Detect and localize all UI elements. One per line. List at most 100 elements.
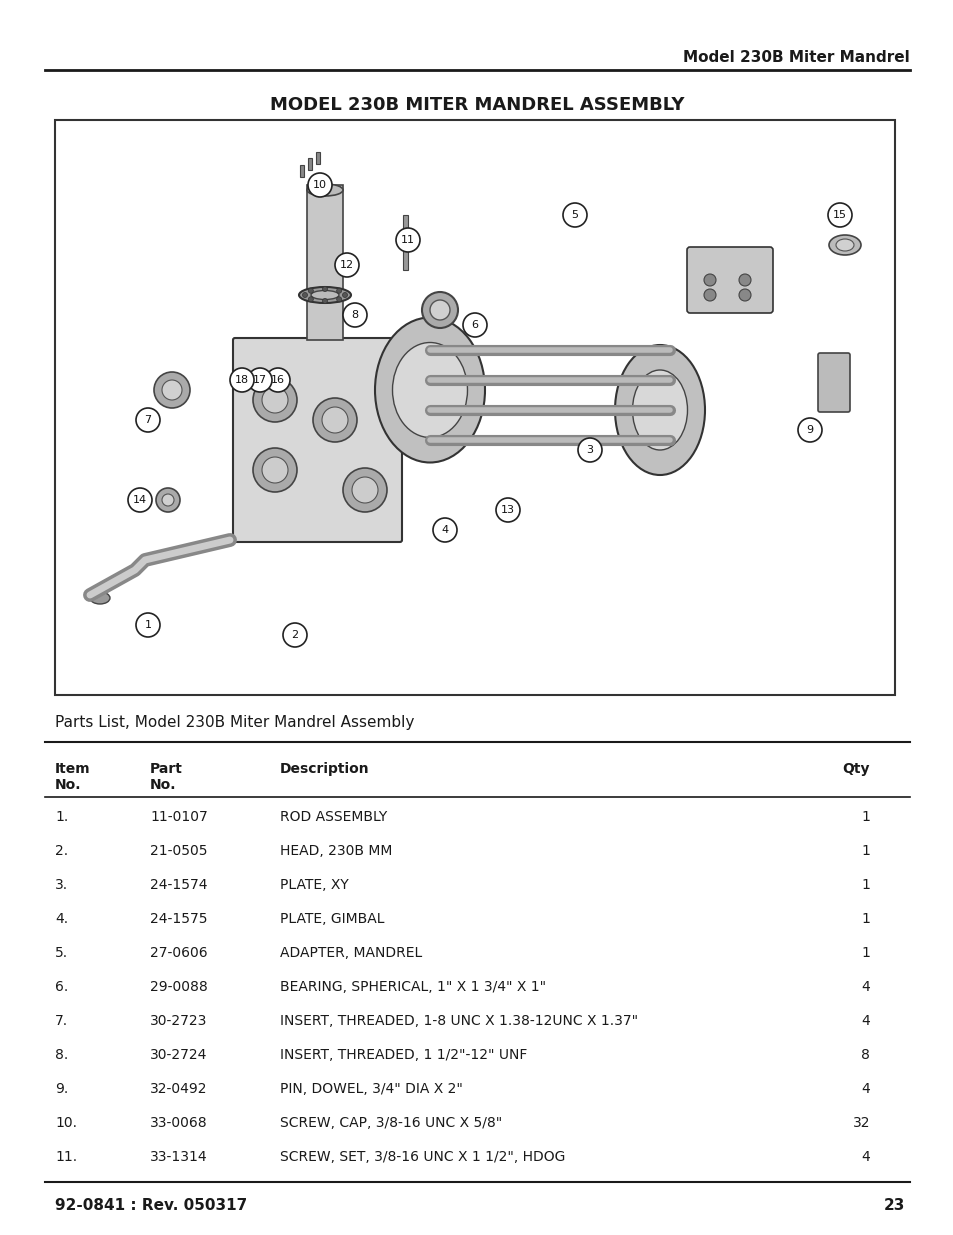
Text: 29-0088: 29-0088 — [150, 981, 208, 994]
Text: SCREW, SET, 3/8-16 UNC X 1 1/2", HDOG: SCREW, SET, 3/8-16 UNC X 1 1/2", HDOG — [280, 1150, 565, 1165]
Text: 6: 6 — [471, 320, 478, 330]
Circle shape — [827, 203, 851, 227]
Circle shape — [395, 228, 419, 252]
Circle shape — [302, 293, 307, 298]
Text: Parts List, Model 230B Miter Mandrel Assembly: Parts List, Model 230B Miter Mandrel Ass… — [55, 715, 414, 730]
Text: 33-1314: 33-1314 — [150, 1150, 208, 1165]
Text: 1: 1 — [861, 911, 869, 926]
Text: 5: 5 — [571, 210, 578, 220]
Text: 1.: 1. — [55, 810, 69, 824]
Circle shape — [308, 288, 313, 293]
Text: 92-0841 : Rev. 050317: 92-0841 : Rev. 050317 — [55, 1198, 247, 1213]
Text: 11-0107: 11-0107 — [150, 810, 208, 824]
Ellipse shape — [375, 317, 484, 462]
Bar — [307, 185, 343, 340]
Text: 8: 8 — [861, 1049, 869, 1062]
Circle shape — [335, 253, 358, 277]
Ellipse shape — [90, 592, 110, 604]
Text: PLATE, XY: PLATE, XY — [280, 878, 349, 892]
Text: Description: Description — [280, 762, 369, 776]
Bar — [55, 120, 894, 695]
Text: 7: 7 — [144, 415, 152, 425]
Circle shape — [283, 622, 307, 647]
Circle shape — [162, 380, 182, 400]
Circle shape — [322, 299, 327, 304]
Circle shape — [308, 296, 313, 301]
Text: 21-0505: 21-0505 — [150, 844, 208, 858]
Circle shape — [136, 408, 160, 432]
Text: PLATE, GIMBAL: PLATE, GIMBAL — [280, 911, 384, 926]
Text: Qty: Qty — [841, 762, 869, 776]
Circle shape — [562, 203, 586, 227]
FancyBboxPatch shape — [686, 247, 772, 312]
Text: 24-1575: 24-1575 — [150, 911, 208, 926]
Circle shape — [262, 457, 288, 483]
Circle shape — [322, 287, 327, 291]
Circle shape — [703, 274, 716, 287]
Text: 30-2723: 30-2723 — [150, 1014, 207, 1028]
Text: 18: 18 — [234, 375, 249, 385]
Circle shape — [128, 488, 152, 513]
Text: 1: 1 — [861, 878, 869, 892]
Text: 6.: 6. — [55, 981, 69, 994]
Text: 14: 14 — [132, 495, 147, 505]
Text: 33-0068: 33-0068 — [150, 1116, 208, 1130]
Circle shape — [253, 448, 296, 492]
Text: 7.: 7. — [55, 1014, 68, 1028]
Text: INSERT, THREADED, 1-8 UNC X 1.38-12UNC X 1.37": INSERT, THREADED, 1-8 UNC X 1.38-12UNC X… — [280, 1014, 638, 1028]
Text: Model 230B Miter Mandrel: Model 230B Miter Mandrel — [682, 51, 909, 65]
Text: 4: 4 — [861, 981, 869, 994]
Text: 30-2724: 30-2724 — [150, 1049, 207, 1062]
Circle shape — [156, 488, 180, 513]
Ellipse shape — [632, 370, 687, 450]
Text: 1: 1 — [144, 620, 152, 630]
Bar — [402, 215, 408, 270]
Text: 4: 4 — [861, 1082, 869, 1095]
Text: 3.: 3. — [55, 878, 68, 892]
Text: No.: No. — [55, 778, 81, 792]
Text: BEARING, SPHERICAL, 1" X 1 3/4" X 1": BEARING, SPHERICAL, 1" X 1 3/4" X 1" — [280, 981, 545, 994]
Ellipse shape — [615, 345, 704, 475]
Ellipse shape — [828, 235, 861, 254]
Text: 8.: 8. — [55, 1049, 69, 1062]
Text: 10: 10 — [313, 180, 327, 190]
FancyBboxPatch shape — [817, 353, 849, 412]
Text: 32-0492: 32-0492 — [150, 1082, 208, 1095]
Text: 8: 8 — [351, 310, 358, 320]
Text: 11: 11 — [400, 235, 415, 245]
Text: 24-1574: 24-1574 — [150, 878, 208, 892]
Circle shape — [336, 288, 341, 293]
Text: SCREW, CAP, 3/8-16 UNC X 5/8": SCREW, CAP, 3/8-16 UNC X 5/8" — [280, 1116, 501, 1130]
Circle shape — [136, 613, 160, 637]
Bar — [308, 158, 312, 170]
Text: Part: Part — [150, 762, 183, 776]
Circle shape — [739, 289, 750, 301]
Circle shape — [343, 468, 387, 513]
Text: 13: 13 — [500, 505, 515, 515]
Circle shape — [253, 378, 296, 422]
Circle shape — [322, 408, 348, 433]
Circle shape — [578, 438, 601, 462]
Circle shape — [430, 300, 450, 320]
Circle shape — [496, 498, 519, 522]
Text: 2: 2 — [291, 630, 298, 640]
Text: 2.: 2. — [55, 844, 68, 858]
Circle shape — [797, 417, 821, 442]
FancyBboxPatch shape — [233, 338, 401, 542]
Text: 9: 9 — [805, 425, 813, 435]
Text: ROD ASSEMBLY: ROD ASSEMBLY — [280, 810, 387, 824]
Ellipse shape — [311, 290, 338, 300]
Text: Item: Item — [55, 762, 91, 776]
Text: INSERT, THREADED, 1 1/2"-12" UNF: INSERT, THREADED, 1 1/2"-12" UNF — [280, 1049, 527, 1062]
Ellipse shape — [298, 287, 351, 303]
Circle shape — [421, 291, 457, 329]
Text: 10.: 10. — [55, 1116, 77, 1130]
Text: 11.: 11. — [55, 1150, 77, 1165]
Ellipse shape — [835, 240, 853, 251]
Text: PIN, DOWEL, 3/4" DIA X 2": PIN, DOWEL, 3/4" DIA X 2" — [280, 1082, 462, 1095]
Text: 1: 1 — [861, 810, 869, 824]
Circle shape — [739, 274, 750, 287]
Text: 3: 3 — [586, 445, 593, 454]
Text: 12: 12 — [339, 261, 354, 270]
Circle shape — [703, 289, 716, 301]
